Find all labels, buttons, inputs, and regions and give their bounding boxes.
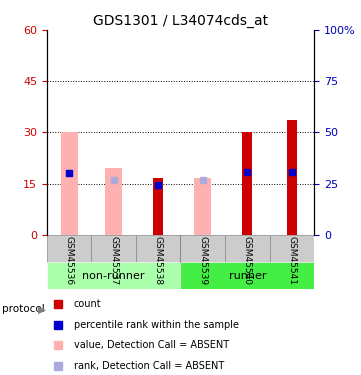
Text: percentile rank within the sample: percentile rank within the sample	[74, 320, 239, 330]
Text: count: count	[74, 299, 101, 309]
Text: GSM45541: GSM45541	[287, 236, 296, 285]
Text: protocol: protocol	[2, 304, 44, 314]
Text: runner: runner	[229, 271, 266, 281]
Bar	[153, 178, 163, 235]
Bar	[287, 120, 297, 235]
Bar	[225, 235, 270, 262]
Text: non-runner: non-runner	[82, 271, 145, 281]
Text: GSM45536: GSM45536	[65, 236, 74, 285]
Text: rank, Detection Call = ABSENT: rank, Detection Call = ABSENT	[74, 360, 224, 370]
Bar	[91, 235, 136, 262]
Bar	[47, 262, 180, 290]
Text: GSM45540: GSM45540	[243, 236, 252, 285]
Text: GSM45538: GSM45538	[154, 236, 163, 285]
Text: value, Detection Call = ABSENT: value, Detection Call = ABSENT	[74, 340, 229, 350]
Bar	[180, 262, 314, 290]
Title: GDS1301 / L34074cds_at: GDS1301 / L34074cds_at	[93, 13, 268, 28]
Text: ▶: ▶	[38, 304, 46, 314]
Bar	[47, 235, 91, 262]
Bar	[136, 235, 180, 262]
Bar	[194, 178, 211, 235]
Bar	[242, 132, 252, 235]
Bar	[105, 168, 122, 235]
Bar	[270, 235, 314, 262]
Text: GSM45539: GSM45539	[198, 236, 207, 285]
Text: GSM45537: GSM45537	[109, 236, 118, 285]
Bar	[61, 132, 78, 235]
Bar	[180, 235, 225, 262]
